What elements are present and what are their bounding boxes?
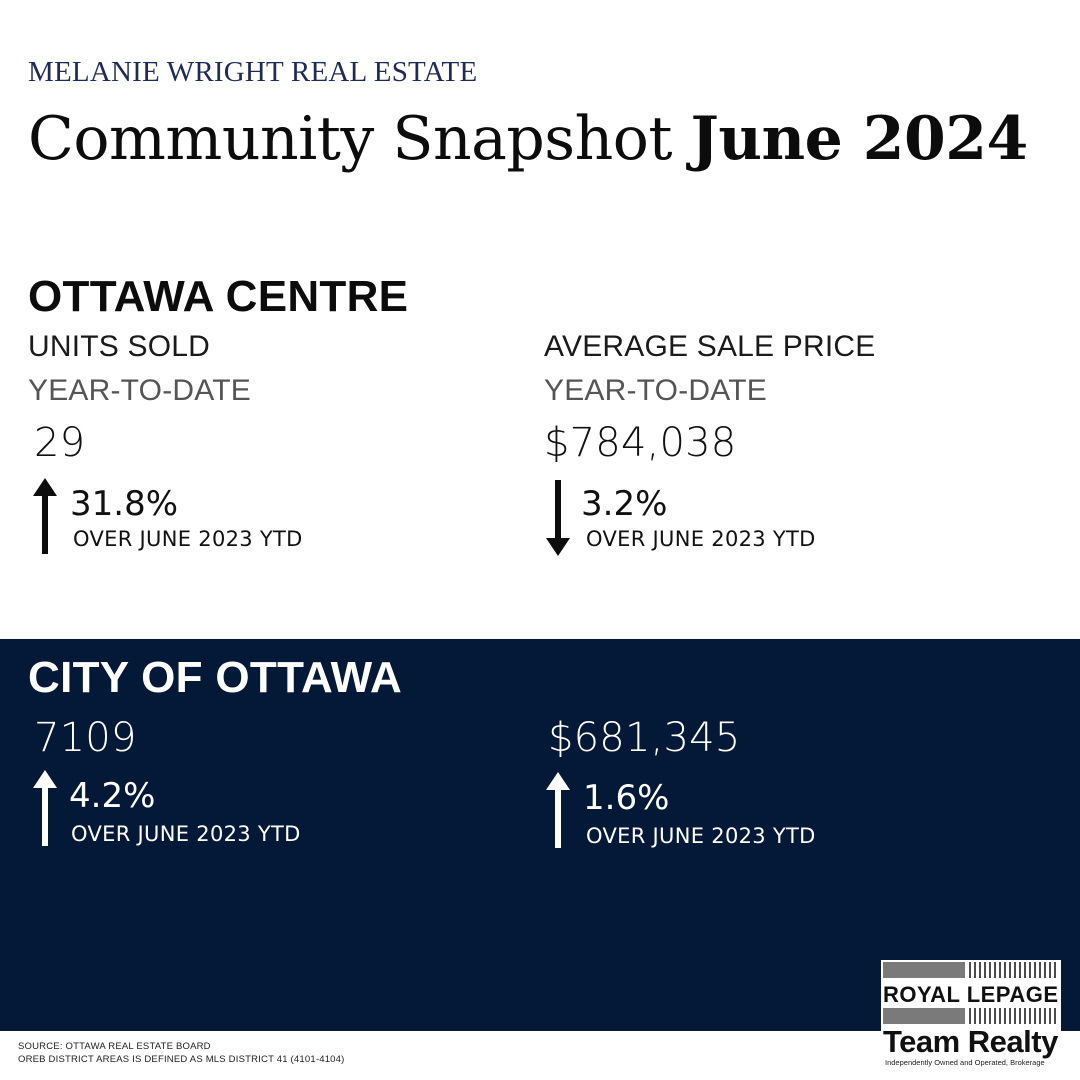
city-price-value: $681,345 — [548, 715, 741, 761]
footer-source: SOURCE: OTTAWA REAL ESTATE BOARD — [18, 1041, 211, 1052]
logo-line2: Team Realty — [883, 1024, 1058, 1059]
city-units-value: 7109 — [34, 715, 137, 761]
page-title: Community Snapshot June 2024 — [28, 104, 1028, 174]
units-sold-change: 31.8% — [70, 484, 179, 524]
city-units-change: 4.2% — [69, 776, 156, 816]
up-arrow-icon — [33, 770, 57, 846]
up-arrow-icon — [33, 478, 57, 554]
down-arrow-icon — [546, 480, 570, 556]
units-sold-note: OVER JUNE 2023 YTD — [73, 527, 303, 551]
avg-price-change: 3.2% — [581, 484, 668, 524]
title-date: June 2024 — [690, 104, 1029, 174]
up-arrow-icon — [546, 772, 570, 848]
avg-price-period: YEAR-TO-DATE — [544, 374, 767, 407]
city-units-note: OVER JUNE 2023 YTD — [71, 822, 301, 846]
section-heading-ottawa-centre: OTTAWA CENTRE — [28, 272, 409, 321]
avg-price-note: OVER JUNE 2023 YTD — [586, 527, 816, 551]
units-sold-value: 29 — [34, 420, 86, 466]
units-sold-label: UNITS SOLD — [28, 330, 211, 363]
city-band: CITY OF OTTAWA 7109 4.2% OVER JUNE 2023 … — [0, 639, 1080, 1031]
city-price-change: 1.6% — [583, 778, 670, 818]
title-prefix: Community Snapshot — [28, 104, 691, 174]
logo-stripe-top — [883, 962, 1059, 978]
avg-price-value: $784,038 — [544, 420, 737, 466]
city-price-note: OVER JUNE 2023 YTD — [586, 824, 816, 848]
footer-definition: OREB DISTRICT AREAS IS DEFINED AS MLS DI… — [18, 1054, 345, 1065]
section-heading-city-of-ottawa: CITY OF OTTAWA — [28, 653, 403, 702]
logo-stripe-bottom — [883, 1008, 1059, 1024]
logo-line1: ROYAL LEPAGE — [883, 982, 1059, 1007]
logo-tagline: Independently Owned and Operated, Broker… — [885, 1058, 1045, 1067]
royal-lepage-logo: ROYAL LEPAGE Team Realty Independently O… — [881, 960, 1061, 1072]
units-sold-period: YEAR-TO-DATE — [28, 374, 251, 407]
brand-name: MELANIE WRIGHT REAL ESTATE — [28, 56, 478, 88]
avg-price-label: AVERAGE SALE PRICE — [544, 330, 876, 363]
